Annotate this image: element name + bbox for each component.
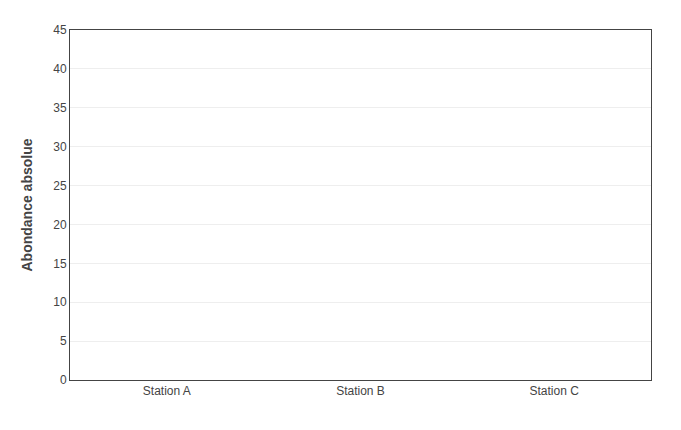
svg-text:Station A: Station A <box>143 384 191 398</box>
svg-text:Station B: Station B <box>336 384 385 398</box>
svg-text:30: 30 <box>53 140 67 154</box>
svg-text:35: 35 <box>53 101 67 115</box>
svg-text:15: 15 <box>53 257 67 271</box>
svg-text:Station C: Station C <box>529 384 579 398</box>
svg-text:20: 20 <box>53 218 67 232</box>
svg-text:25: 25 <box>53 179 67 193</box>
svg-text:45: 45 <box>53 23 67 37</box>
svg-text:5: 5 <box>60 334 67 348</box>
svg-text:Abondance absolue: Abondance absolue <box>19 138 35 271</box>
svg-text:10: 10 <box>53 295 67 309</box>
svg-text:0: 0 <box>60 373 67 387</box>
svg-text:40: 40 <box>53 62 67 76</box>
